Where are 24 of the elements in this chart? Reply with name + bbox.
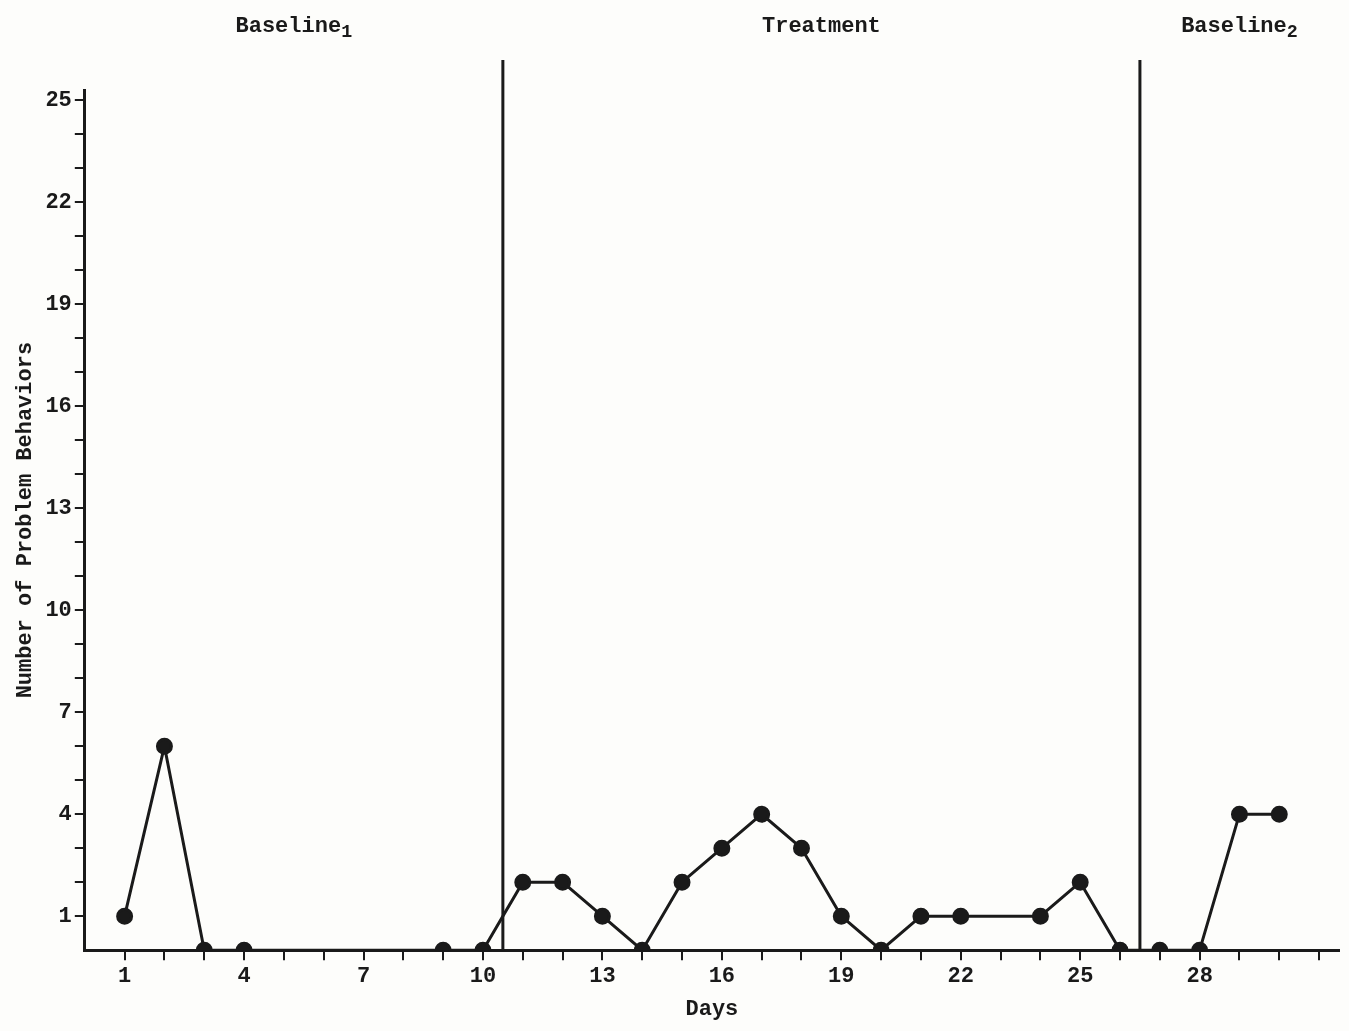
x-tick-label: 10 (469, 963, 497, 989)
y-tick-label: 22 (45, 189, 72, 215)
x-tick-label: 16 (708, 963, 736, 989)
x-tick-label: 28 (1186, 963, 1213, 989)
x-tick-label: 4 (237, 963, 251, 989)
y-tick-label: 4 (58, 801, 72, 827)
text: Baseline$_{1}$ (235, 14, 353, 44)
y-tick-label: 16 (45, 393, 72, 419)
x-tick-label: 25 (1066, 963, 1094, 989)
x-tick-label: 7 (356, 963, 371, 989)
y-tick-label: 1 (58, 903, 72, 929)
y-tick-label: 25 (45, 87, 72, 113)
x-tick-label: 1 (118, 963, 132, 989)
x-axis-title: Days (685, 997, 739, 1023)
x-tick-label: 19 (828, 963, 855, 989)
text: Baseline$_{2}$ (1181, 14, 1298, 44)
text: Treatment (761, 14, 881, 39)
y-tick-label: 7 (58, 699, 72, 725)
y-tick-label: 19 (45, 291, 72, 317)
y-axis-title: Number of Problem Behaviors (12, 341, 38, 699)
y-tick-label: 10 (45, 597, 72, 623)
y-tick-label: 13 (45, 495, 72, 521)
x-tick-label: 22 (947, 963, 974, 989)
x-tick-label: 13 (589, 963, 616, 989)
